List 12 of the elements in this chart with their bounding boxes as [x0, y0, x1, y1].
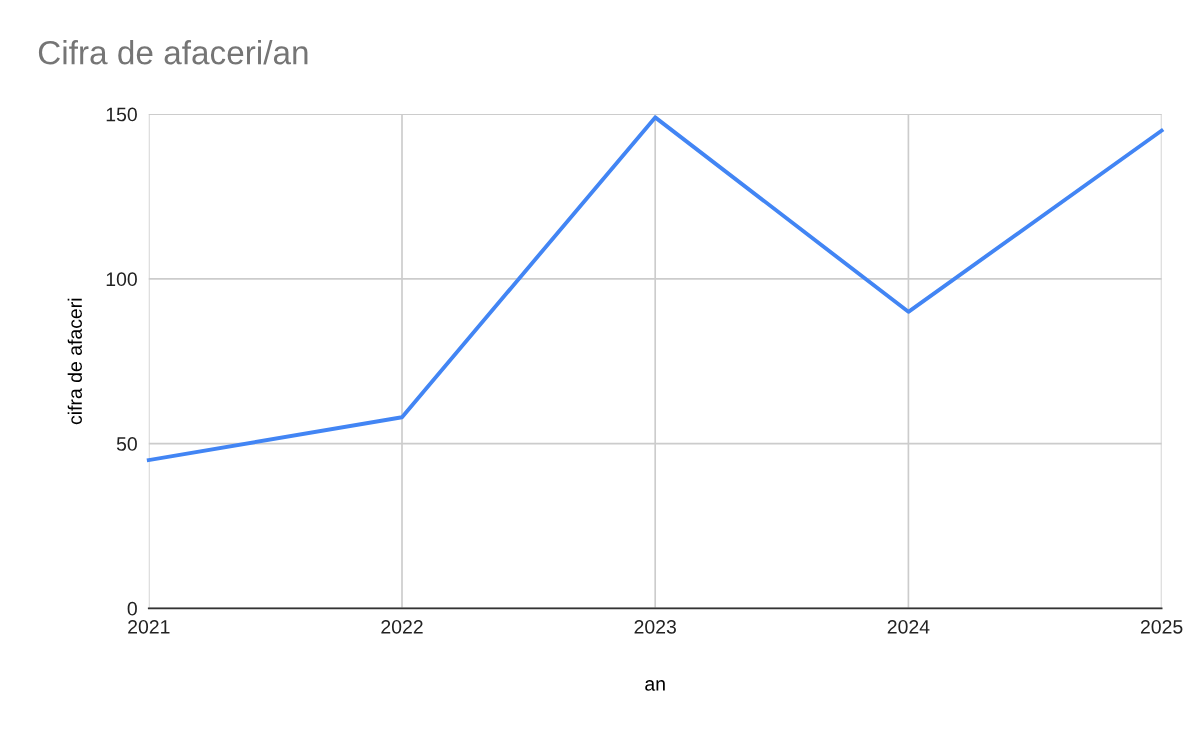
x-tick-label: 2022	[381, 619, 423, 634]
y-tick-label: 150	[106, 107, 137, 122]
y-tick-label: 0	[127, 601, 137, 616]
x-axis-title: an	[645, 680, 665, 691]
x-tick-label: 2023	[634, 619, 676, 634]
x-tick-label: 2025	[1140, 619, 1183, 634]
chart-title: Cifra de afaceri/an	[38, 40, 308, 65]
x-tick-label: 2024	[887, 619, 930, 634]
y-axis-title: cifra de afaceri	[67, 298, 82, 425]
x-tick-label: 2021	[128, 619, 170, 634]
y-tick-label: 50	[116, 437, 137, 451]
y-tick-label: 100	[106, 272, 137, 287]
